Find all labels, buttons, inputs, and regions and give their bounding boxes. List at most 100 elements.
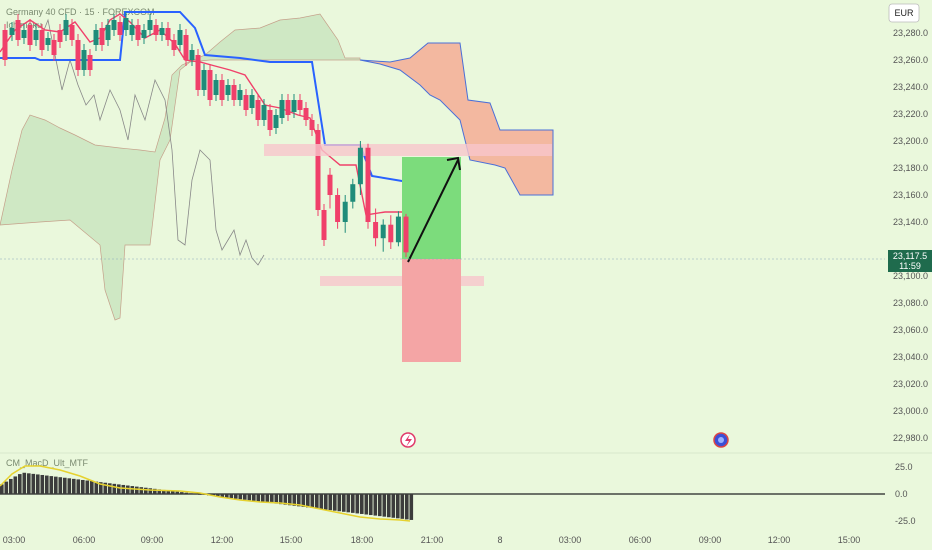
histogram-bar (175, 491, 180, 494)
price-tick: 23,080.0 (893, 298, 928, 308)
projection-arrow[interactable] (407, 159, 459, 263)
candle-body (87, 55, 93, 70)
histogram-bar (328, 494, 333, 511)
histogram-bar (229, 494, 234, 499)
histogram-bar (333, 494, 337, 511)
histogram-bar (0, 484, 4, 494)
candle-body (327, 174, 333, 195)
candle-body (27, 25, 33, 45)
oscillator-tick: 25.0 (895, 462, 913, 472)
candle-body (2, 30, 8, 60)
candle-body (171, 40, 177, 50)
candle-body (380, 224, 386, 239)
candle-body (129, 25, 135, 35)
candle-body (357, 147, 363, 185)
candle-body (213, 80, 219, 95)
histogram-bar (252, 494, 256, 501)
histogram-bar (355, 494, 360, 514)
histogram-bar (180, 492, 184, 494)
candle-body (159, 28, 165, 35)
flag-icon[interactable] (713, 432, 729, 448)
histogram-bar (324, 494, 328, 510)
time-tick: 18:00 (351, 535, 374, 545)
candle-body (99, 28, 105, 45)
candle-body (403, 216, 409, 253)
histogram-bar (85, 480, 90, 494)
histogram-bar (72, 478, 76, 494)
candle-body (141, 30, 147, 38)
histogram-bar (292, 494, 297, 506)
lightning-icon[interactable] (400, 432, 416, 448)
price-tag[interactable] (888, 250, 932, 272)
candle-body (207, 70, 213, 100)
price-axis[interactable]: 23,280.0 23,260.0 23,240.0 23,220.0 23,200.0… (893, 28, 928, 443)
price-tick: 23,200.0 (893, 136, 928, 146)
time-tick: 8 (497, 535, 502, 545)
histogram-bar (184, 492, 189, 494)
histogram-bar (247, 494, 252, 501)
histogram-bar (130, 486, 135, 494)
candle-body (111, 20, 117, 30)
histogram-bar (378, 494, 382, 517)
time-tick: 06:00 (73, 535, 96, 545)
oscillator-histogram (0, 472, 414, 520)
price-tick: 23,040.0 (893, 352, 928, 362)
ichimoku-cloud-bullish (0, 13, 361, 321)
histogram-bar (346, 494, 351, 513)
oscillator-legend[interactable]: CM_MacD_Ult_MTF (6, 458, 89, 468)
candle-body (297, 100, 303, 110)
histogram-bar (148, 488, 153, 494)
histogram-bar (387, 494, 391, 518)
currency-box[interactable] (888, 3, 920, 23)
histogram-bar (99, 482, 103, 494)
histogram-bar (351, 494, 355, 513)
time-tick: 15:00 (838, 535, 861, 545)
histogram-bar (315, 494, 319, 509)
histogram-bar (121, 484, 126, 494)
candle-body (39, 30, 45, 50)
candle-body (33, 30, 39, 40)
candle-body (267, 110, 273, 130)
histogram-bar (157, 489, 162, 494)
candle-body (45, 38, 51, 45)
candle-body (309, 120, 315, 130)
macd-signal-line (0, 465, 411, 522)
time-tick: 09:00 (141, 535, 164, 545)
candle-body (303, 108, 309, 120)
histogram-bar (117, 484, 121, 494)
candle-body (105, 25, 111, 40)
stop-zone[interactable] (402, 259, 461, 362)
resistance-zone[interactable] (264, 144, 552, 156)
price-tick: 23,220.0 (893, 109, 928, 119)
histogram-bar (297, 494, 301, 507)
price-tick: 23,260.0 (893, 55, 928, 65)
time-axis[interactable]: 03:00 06:00 09:00 12:00 15:00 18:00 21:00 8 03:0… (3, 535, 861, 545)
histogram-bar (144, 487, 148, 494)
histogram-bar (18, 474, 22, 494)
candle-body (75, 40, 81, 70)
histogram-bar (261, 494, 265, 502)
histogram-bar (13, 476, 18, 494)
price-tick: 23,100.0 (893, 271, 928, 281)
candle-body (21, 30, 27, 38)
price-tick: 23,180.0 (893, 163, 928, 173)
candle-body (195, 55, 201, 90)
time-tick: 03:00 (559, 535, 582, 545)
chikou-span (39, 18, 265, 266)
histogram-bar (274, 494, 279, 504)
time-tick: 15:00 (280, 535, 303, 545)
price-tick: 23,240.0 (893, 82, 928, 92)
histogram-bar (369, 494, 373, 516)
oscillator-axis[interactable]: 25.0 0.0 -25.0 (895, 462, 916, 526)
candle-body (342, 201, 348, 222)
histogram-bar (58, 477, 63, 494)
candle-body (388, 224, 394, 243)
histogram-bar (135, 486, 139, 494)
symbol-title: Germany 40 CFD (6, 7, 77, 17)
histogram-bar (40, 474, 45, 494)
candle-body (123, 18, 129, 30)
histogram-bar (189, 493, 193, 495)
candle-body (350, 184, 356, 202)
histogram-bar (103, 482, 108, 494)
